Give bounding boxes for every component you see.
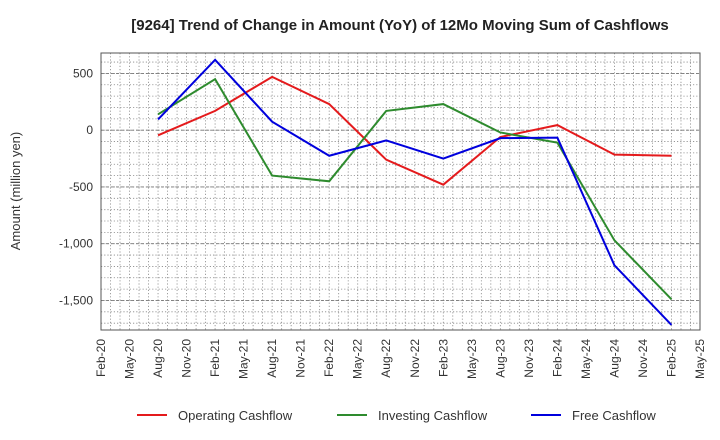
horizontal-grid <box>101 61 700 324</box>
y-tick-label: 500 <box>73 66 93 80</box>
x-tick-label: May-23 <box>465 339 479 379</box>
legend-item-free-cashflow: Free Cashflow <box>531 408 656 423</box>
x-tick-label: May-21 <box>237 339 251 379</box>
chart-title: [9264] Trend of Change in Amount (YoY) o… <box>131 17 669 34</box>
legend-label: Investing Cashflow <box>378 408 488 423</box>
vertical-grid <box>100 53 701 330</box>
x-tick-label: Feb-22 <box>322 339 336 377</box>
y-tick-label: -1,500 <box>59 293 93 307</box>
x-tick-label: May-25 <box>693 339 707 379</box>
legend-item-operating-cashflow: Operating Cashflow <box>137 408 293 423</box>
legend-item-investing-cashflow: Investing Cashflow <box>337 408 488 423</box>
x-tick-label: Nov-21 <box>294 339 308 378</box>
y-axis-label: Amount (million yen) <box>8 132 23 251</box>
y-tick-label: 0 <box>86 123 93 137</box>
operating-cashflow-line <box>157 75 672 186</box>
series-lines <box>157 58 673 326</box>
x-tick-label: Aug-24 <box>607 339 621 378</box>
y-axis-ticks: 500 0 -500 -1,000 -1,500 <box>59 66 93 307</box>
x-tick-label: Aug-21 <box>265 339 279 378</box>
x-tick-label: Feb-20 <box>94 339 108 377</box>
x-tick-label: Aug-23 <box>493 339 507 378</box>
x-tick-label: Feb-24 <box>550 339 564 377</box>
x-tick-label: Feb-21 <box>208 339 222 377</box>
x-tick-label: Nov-20 <box>180 339 194 378</box>
x-tick-label: Aug-20 <box>151 339 165 378</box>
x-tick-label: Aug-22 <box>379 339 393 378</box>
plot-area: 500 0 -500 -1,000 -1,500 Feb-20 May-20 Aug-20 No… <box>59 52 707 379</box>
legend-label: Operating Cashflow <box>178 408 293 423</box>
x-tick-label: May-24 <box>579 339 593 379</box>
x-tick-label: Nov-23 <box>522 339 536 378</box>
x-tick-label: May-20 <box>123 339 137 379</box>
plot-background <box>101 53 700 330</box>
x-axis-ticks: Feb-20 May-20 Aug-20 Nov-20 Feb-21 May-21 Aug-… <box>94 339 707 379</box>
legend: Operating Cashflow Investing Cashflow Free… <box>137 408 656 423</box>
investing-cashflow-line <box>157 77 673 301</box>
plot-border <box>100 52 701 331</box>
x-tick-label: Nov-24 <box>636 339 650 378</box>
legend-label: Free Cashflow <box>572 408 656 423</box>
x-tick-label: Nov-22 <box>408 339 422 378</box>
y-tick-label: -500 <box>69 180 93 194</box>
x-tick-label: Feb-25 <box>664 339 678 377</box>
free-cashflow-line <box>157 58 673 326</box>
x-tick-label: May-22 <box>351 339 365 379</box>
y-tick-label: -1,000 <box>59 237 93 251</box>
x-tick-label: Feb-23 <box>436 339 450 377</box>
